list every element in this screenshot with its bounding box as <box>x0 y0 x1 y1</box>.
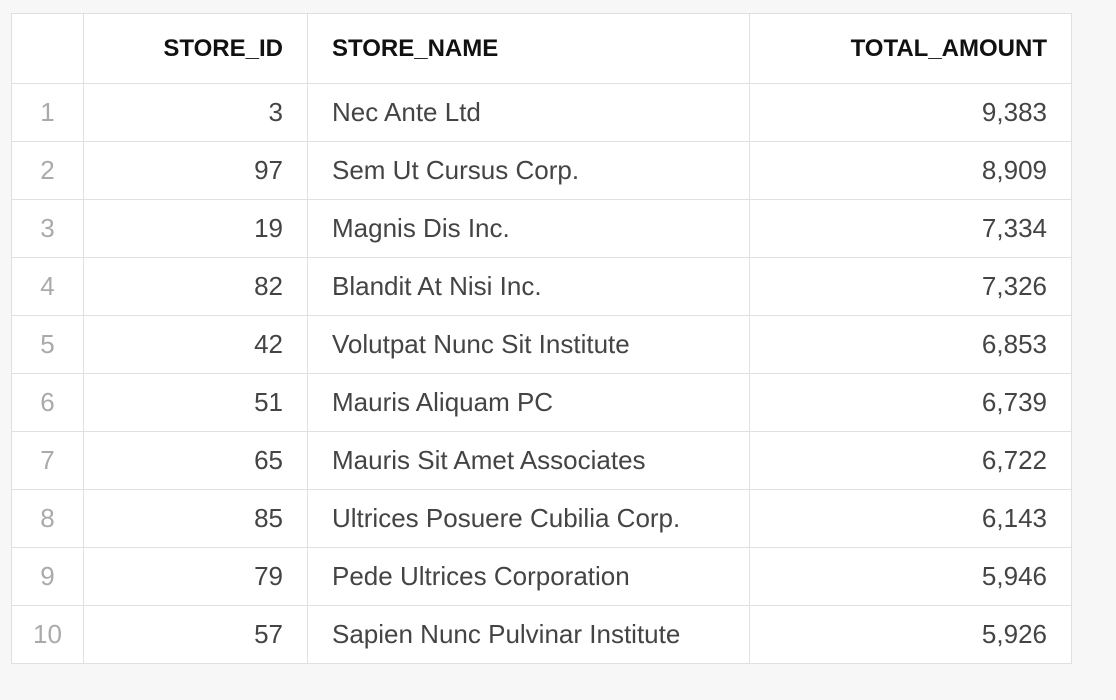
cell-store-id[interactable]: 79 <box>83 547 308 606</box>
row-number: 5 <box>11 315 84 374</box>
table-row[interactable]: 10 57 Sapien Nunc Pulvinar Institute 5,9… <box>11 605 1072 664</box>
cell-total-amount[interactable]: 7,334 <box>749 199 1072 258</box>
row-number: 8 <box>11 489 84 548</box>
cell-store-id[interactable]: 3 <box>83 83 308 142</box>
cell-store-name[interactable]: Mauris Aliquam PC <box>307 373 750 432</box>
cell-store-id[interactable]: 65 <box>83 431 308 490</box>
table-row[interactable]: 2 97 Sem Ut Cursus Corp. 8,909 <box>11 141 1072 200</box>
cell-store-name[interactable]: Nec Ante Ltd <box>307 83 750 142</box>
row-number: 10 <box>11 605 84 664</box>
cell-total-amount[interactable]: 6,853 <box>749 315 1072 374</box>
cell-store-name[interactable]: Blandit At Nisi Inc. <box>307 257 750 316</box>
cell-total-amount[interactable]: 6,143 <box>749 489 1072 548</box>
cell-store-name[interactable]: Pede Ultrices Corporation <box>307 547 750 606</box>
row-number: 6 <box>11 373 84 432</box>
cell-total-amount[interactable]: 6,739 <box>749 373 1072 432</box>
table-row[interactable]: 3 19 Magnis Dis Inc. 7,334 <box>11 199 1072 258</box>
cell-store-name[interactable]: Sapien Nunc Pulvinar Institute <box>307 605 750 664</box>
table-row[interactable]: 9 79 Pede Ultrices Corporation 5,946 <box>11 547 1072 606</box>
cell-total-amount[interactable]: 5,946 <box>749 547 1072 606</box>
cell-store-id[interactable]: 97 <box>83 141 308 200</box>
cell-store-id[interactable]: 85 <box>83 489 308 548</box>
table-row[interactable]: 6 51 Mauris Aliquam PC 6,739 <box>11 373 1072 432</box>
results-table: STORE_ID STORE_NAME TOTAL_AMOUNT 1 3 Nec… <box>11 13 1072 664</box>
cell-store-id[interactable]: 51 <box>83 373 308 432</box>
row-number: 2 <box>11 141 84 200</box>
row-number: 9 <box>11 547 84 606</box>
column-header-store-id[interactable]: STORE_ID <box>83 13 308 84</box>
cell-total-amount[interactable]: 7,326 <box>749 257 1072 316</box>
table-row[interactable]: 4 82 Blandit At Nisi Inc. 7,326 <box>11 257 1072 316</box>
cell-store-id[interactable]: 57 <box>83 605 308 664</box>
cell-store-id[interactable]: 82 <box>83 257 308 316</box>
row-number: 3 <box>11 199 84 258</box>
cell-store-name[interactable]: Volutpat Nunc Sit Institute <box>307 315 750 374</box>
table-row[interactable]: 5 42 Volutpat Nunc Sit Institute 6,853 <box>11 315 1072 374</box>
row-number: 1 <box>11 83 84 142</box>
cell-total-amount[interactable]: 9,383 <box>749 83 1072 142</box>
cell-total-amount[interactable]: 8,909 <box>749 141 1072 200</box>
column-header-store-name[interactable]: STORE_NAME <box>307 13 750 84</box>
row-number-header <box>11 13 84 84</box>
row-number: 4 <box>11 257 84 316</box>
table-row[interactable]: 8 85 Ultrices Posuere Cubilia Corp. 6,14… <box>11 489 1072 548</box>
header-row: STORE_ID STORE_NAME TOTAL_AMOUNT <box>11 13 1072 84</box>
results-grid: STORE_ID STORE_NAME TOTAL_AMOUNT 1 3 Nec… <box>11 13 1072 664</box>
cell-total-amount[interactable]: 5,926 <box>749 605 1072 664</box>
cell-store-name[interactable]: Mauris Sit Amet Associates <box>307 431 750 490</box>
cell-total-amount[interactable]: 6,722 <box>749 431 1072 490</box>
cell-store-name[interactable]: Ultrices Posuere Cubilia Corp. <box>307 489 750 548</box>
cell-store-id[interactable]: 19 <box>83 199 308 258</box>
table-row[interactable]: 7 65 Mauris Sit Amet Associates 6,722 <box>11 431 1072 490</box>
cell-store-name[interactable]: Magnis Dis Inc. <box>307 199 750 258</box>
cell-store-name[interactable]: Sem Ut Cursus Corp. <box>307 141 750 200</box>
cell-store-id[interactable]: 42 <box>83 315 308 374</box>
row-number: 7 <box>11 431 84 490</box>
column-header-total-amount[interactable]: TOTAL_AMOUNT <box>749 13 1072 84</box>
table-row[interactable]: 1 3 Nec Ante Ltd 9,383 <box>11 83 1072 142</box>
